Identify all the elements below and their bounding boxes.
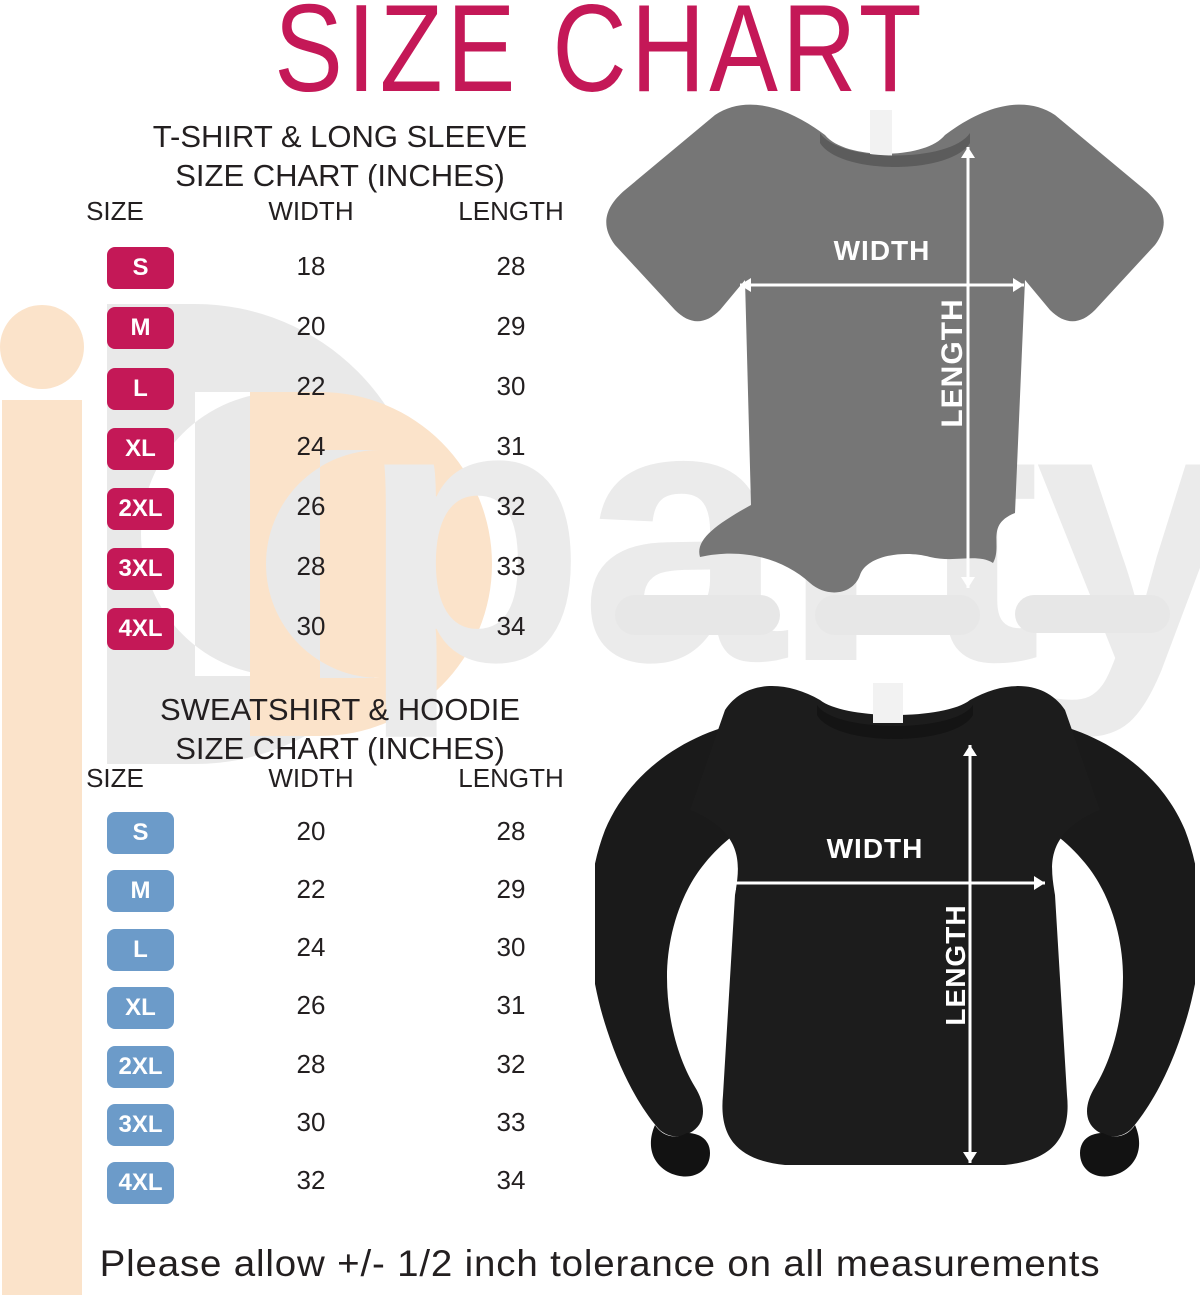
svg-text:WIDTH: WIDTH xyxy=(827,833,924,864)
svg-text:LENGTH: LENGTH xyxy=(940,904,971,1025)
svg-text:WIDTH: WIDTH xyxy=(834,235,931,266)
svg-text:LENGTH: LENGTH xyxy=(936,298,969,427)
